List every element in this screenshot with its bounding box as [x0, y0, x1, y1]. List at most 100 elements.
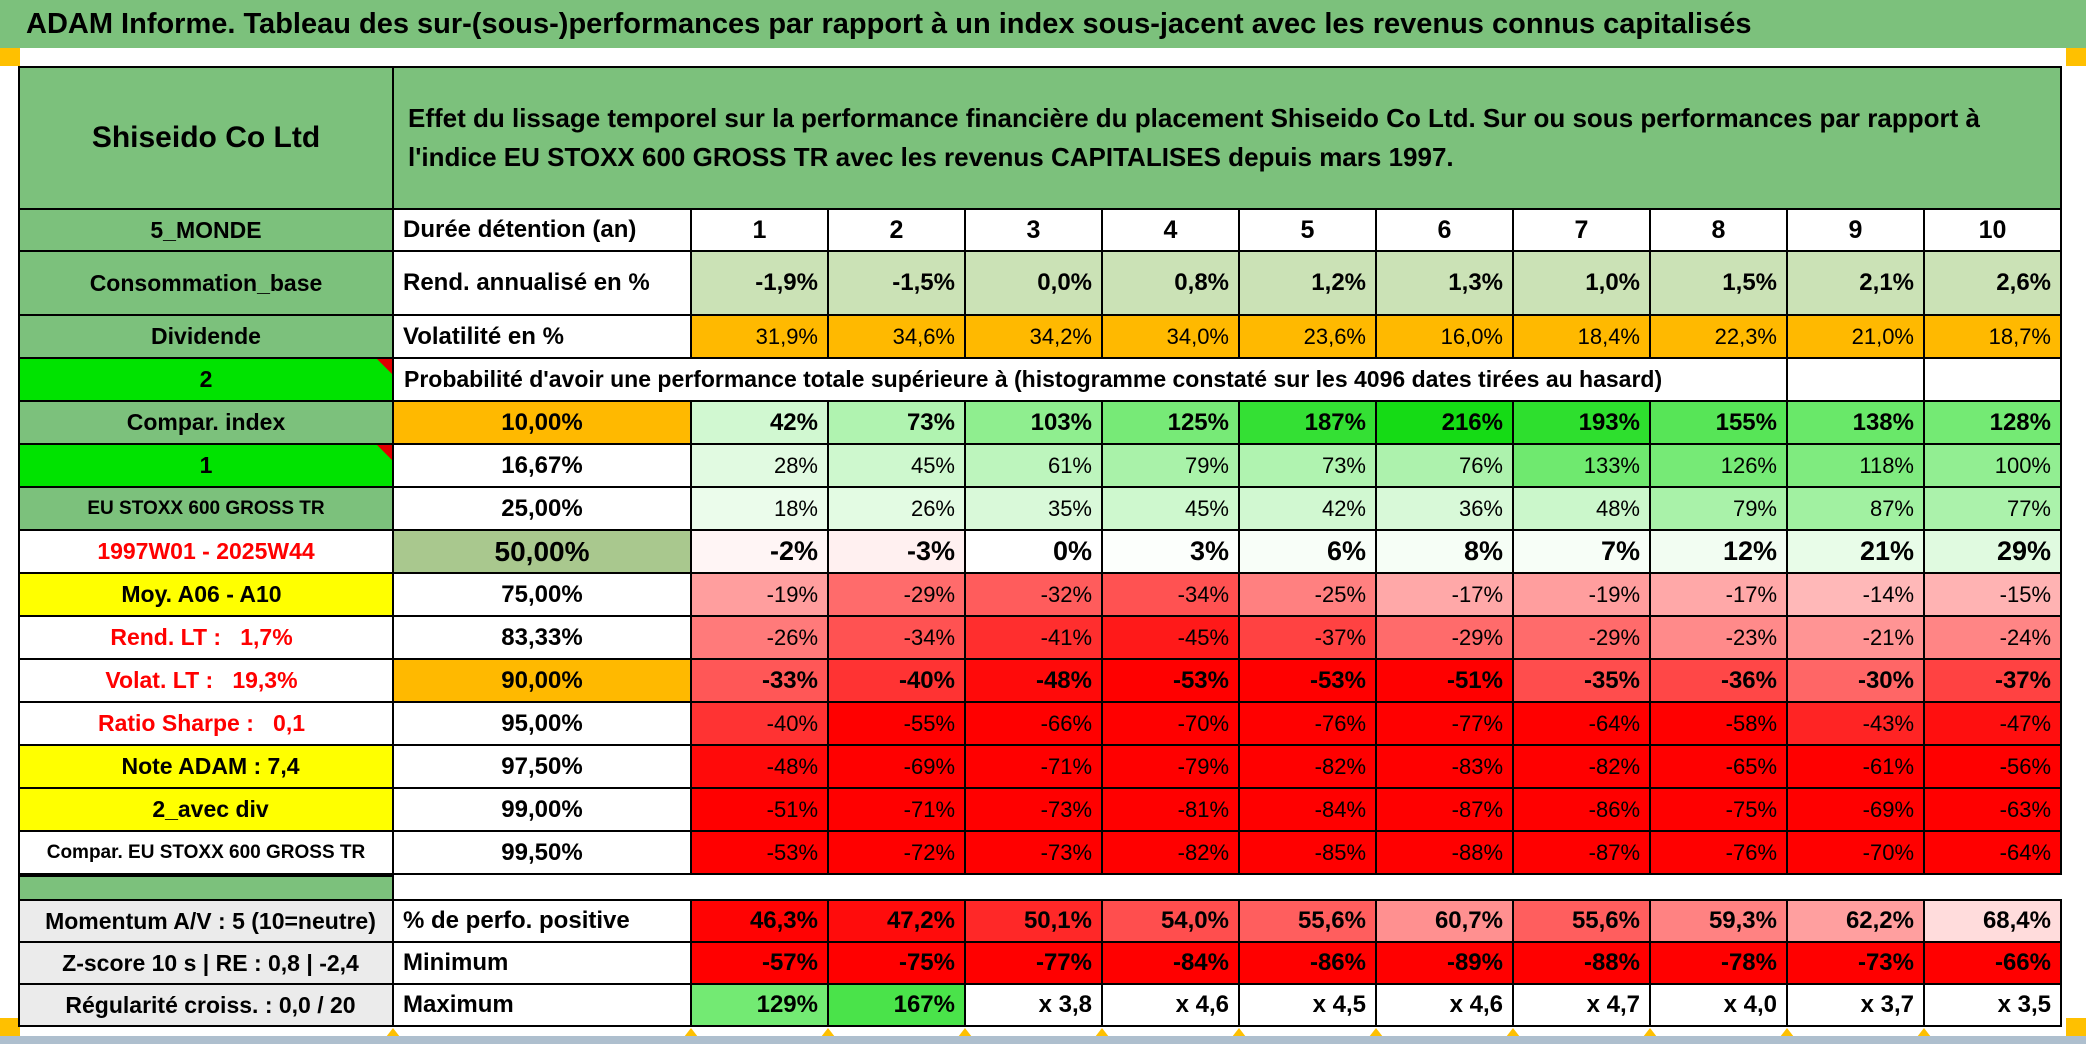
probability-value-cell: -29%: [1514, 617, 1649, 658]
row-label: Rend. LT : 1,7%: [20, 617, 392, 658]
probability-value-cell: 42%: [1240, 488, 1375, 529]
column-break-tick: [958, 1028, 972, 1037]
probability-value-cell: -29%: [1377, 617, 1512, 658]
probability-value-cell: 187%: [1240, 402, 1375, 443]
probability-value-cell: -29%: [829, 574, 964, 615]
probability-value-cell: -82%: [1240, 746, 1375, 787]
volatility-cell: 18,4%: [1514, 316, 1649, 357]
probability-value-cell: -15%: [1925, 574, 2060, 615]
probability-value-cell: -34%: [829, 617, 964, 658]
worksheet-area: Shiseido Co Ltd Effet du lissage temporel…: [18, 66, 2062, 1027]
row-label: Consommation_base: [20, 252, 392, 314]
summary-value-cell: -88%: [1514, 943, 1649, 983]
page-break-corner-marker: [2066, 48, 2086, 66]
probability-value-cell: -26%: [692, 617, 827, 658]
probability-value-cell: -2%: [692, 531, 827, 572]
percentile-cell: 83,33%: [394, 617, 690, 658]
duration-cell: 5: [1240, 210, 1375, 250]
duration-cell: 1: [692, 210, 827, 250]
return-cell: 1,0%: [1514, 252, 1649, 314]
return-cell: 2,6%: [1925, 252, 2060, 314]
probability-value-cell: -53%: [1240, 660, 1375, 701]
probability-value-cell: 133%: [1514, 445, 1649, 486]
return-cell: 1,2%: [1240, 252, 1375, 314]
probability-value-cell: 76%: [1377, 445, 1512, 486]
page-break-corner-marker: [0, 48, 20, 66]
volatility-cell: 34,6%: [829, 316, 964, 357]
probability-value-cell: 45%: [829, 445, 964, 486]
row-header: Minimum: [394, 943, 690, 983]
duration-cell: 6: [1377, 210, 1512, 250]
probability-value-cell: -40%: [692, 703, 827, 744]
page-break-corner-marker: [0, 1018, 20, 1036]
probability-value-cell: -76%: [1240, 703, 1375, 744]
return-cell: 2,1%: [1788, 252, 1923, 314]
probability-value-cell: -17%: [1377, 574, 1512, 615]
summary-value-cell: -89%: [1377, 943, 1512, 983]
column-break-tick: [1506, 1028, 1520, 1037]
probability-value-cell: 77%: [1925, 488, 2060, 529]
percentile-cell: 95,00%: [394, 703, 690, 744]
probability-value-cell: -30%: [1788, 660, 1923, 701]
percentile-cell: 99,50%: [394, 832, 690, 873]
row-label: Momentum A/V : 5 (10=neutre): [20, 901, 392, 941]
volatility-cell: 18,7%: [1925, 316, 2060, 357]
row-label: Z-score 10 s | RE : 0,8 | -2,4: [20, 943, 392, 983]
probability-value-cell: -48%: [966, 660, 1101, 701]
return-cell: -1,9%: [692, 252, 827, 314]
probability-value-cell: 21%: [1788, 531, 1923, 572]
duration-cell: 10: [1925, 210, 2060, 250]
summary-value-cell: 68,4%: [1925, 901, 2060, 941]
summary-value-cell: x 4,0: [1651, 985, 1786, 1025]
probability-value-cell: -61%: [1788, 746, 1923, 787]
summary-value-cell: 55,6%: [1240, 901, 1375, 941]
probability-value-cell: 61%: [966, 445, 1101, 486]
description-cell: Effet du lissage temporel sur la perform…: [394, 68, 2060, 208]
probability-value-cell: -37%: [1240, 617, 1375, 658]
volatility-cell: 21,0%: [1788, 316, 1923, 357]
probability-value-cell: -82%: [1514, 746, 1649, 787]
probability-value-cell: -40%: [829, 660, 964, 701]
probability-value-cell: -85%: [1240, 832, 1375, 873]
summary-value-cell: -86%: [1240, 943, 1375, 983]
probability-value-cell: 193%: [1514, 402, 1649, 443]
return-cell: -1,5%: [829, 252, 964, 314]
probability-value-cell: -25%: [1240, 574, 1375, 615]
volatility-cell: 34,0%: [1103, 316, 1238, 357]
row-label: 2: [20, 359, 392, 400]
probability-value-cell: 12%: [1651, 531, 1786, 572]
summary-value-cell: 47,2%: [829, 901, 964, 941]
duration-cell: 8: [1651, 210, 1786, 250]
probability-value-cell: -17%: [1651, 574, 1786, 615]
row-label: EU STOXX 600 GROSS TR: [20, 488, 392, 529]
probability-value-cell: 125%: [1103, 402, 1238, 443]
probability-value-cell: -82%: [1103, 832, 1238, 873]
column-break-tick: [684, 1028, 698, 1037]
probability-value-cell: -24%: [1925, 617, 2060, 658]
summary-value-cell: 62,2%: [1788, 901, 1923, 941]
row-label: 2_avec div: [20, 789, 392, 830]
percentile-cell: 16,67%: [394, 445, 690, 486]
summary-value-cell: x 4,6: [1377, 985, 1512, 1025]
probability-value-cell: -43%: [1788, 703, 1923, 744]
probability-value-cell: -51%: [1377, 660, 1512, 701]
probability-value-cell: -32%: [966, 574, 1101, 615]
volatility-cell: 16,0%: [1377, 316, 1512, 357]
probability-value-cell: 29%: [1925, 531, 2060, 572]
probability-value-cell: -83%: [1377, 746, 1512, 787]
row-header: % de perfo. positive: [394, 901, 690, 941]
summary-value-cell: x 3,7: [1788, 985, 1923, 1025]
percentile-cell: 10,00%: [394, 402, 690, 443]
column-break-tick: [821, 1028, 835, 1037]
summary-value-cell: x 4,5: [1240, 985, 1375, 1025]
probability-value-cell: -70%: [1103, 703, 1238, 744]
probability-value-cell: -21%: [1788, 617, 1923, 658]
probability-value-cell: 118%: [1788, 445, 1923, 486]
probability-value-cell: -69%: [1788, 789, 1923, 830]
probability-value-cell: 36%: [1377, 488, 1512, 529]
summary-value-cell: -75%: [829, 943, 964, 983]
probability-value-cell: 216%: [1377, 402, 1512, 443]
comment-marker-icon: [377, 445, 392, 460]
row-header: Durée détention (an): [394, 210, 690, 250]
